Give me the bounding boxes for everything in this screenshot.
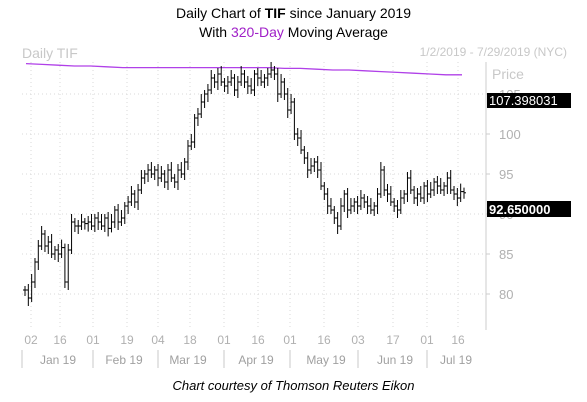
chart-date-range: 1/2/2019 - 7/29/2019 (NYC) xyxy=(419,45,567,59)
x-day-tick-label: 18 xyxy=(183,333,197,347)
x-month-label: Jun 19 xyxy=(377,353,413,367)
chart-title: Daily Chart of TIF since January 2019 Wi… xyxy=(0,4,587,42)
subtitle-ma-period: 320-Day xyxy=(230,24,284,40)
subtitle-suffix: Moving Average xyxy=(287,24,388,40)
x-day-tick-label: 01 xyxy=(283,333,297,347)
y-tick-label: 100 xyxy=(499,127,521,142)
price-value-box xyxy=(487,201,571,217)
title-line-2: With 320-Day Moving Average xyxy=(0,23,587,42)
y-tick-label: 95 xyxy=(499,167,513,182)
x-day-tick-label: 17 xyxy=(386,333,400,347)
x-month-label: Jan 19 xyxy=(40,353,76,367)
price-value-label: 92.650000 xyxy=(489,202,550,217)
y-tick-label: 80 xyxy=(499,287,513,302)
x-month-label: Mar 19 xyxy=(169,353,207,367)
x-day-tick-label: 04 xyxy=(151,333,165,347)
x-day-tick-label: 16 xyxy=(317,333,331,347)
y-tick-label: 85 xyxy=(499,247,513,262)
x-day-tick-label: 01 xyxy=(217,333,231,347)
x-day-tick-label: 16 xyxy=(53,333,67,347)
title-ticker: TIF xyxy=(264,5,286,21)
x-day-tick-label: 01 xyxy=(86,333,100,347)
x-month-label: Apr 19 xyxy=(238,353,274,367)
chart-credit: Chart courtesy of Thomson Reuters Eikon xyxy=(172,378,415,393)
x-day-tick-label: 19 xyxy=(120,333,134,347)
x-day-tick-label: 16 xyxy=(451,333,465,347)
x-month-label: May 19 xyxy=(306,353,346,367)
x-month-label: Feb 19 xyxy=(105,353,143,367)
title-prefix: Daily Chart of xyxy=(175,5,261,21)
ma-value-label: 107.398031 xyxy=(489,93,558,108)
chart-series-label: Daily TIF xyxy=(22,45,78,61)
x-day-tick-label: 02 xyxy=(24,333,38,347)
price-axis-label: Price xyxy=(492,66,524,82)
x-day-tick-label: 01 xyxy=(420,333,434,347)
ma-value-box xyxy=(487,93,571,108)
x-day-tick-label: 03 xyxy=(351,333,365,347)
subtitle-prefix: With xyxy=(199,24,228,40)
x-month-label: Jul 19 xyxy=(440,353,472,367)
moving-average-line xyxy=(25,62,462,76)
x-day-tick-label: 16 xyxy=(251,333,265,347)
title-line-1: Daily Chart of TIF since January 2019 xyxy=(0,4,587,23)
title-suffix: since January 2019 xyxy=(289,5,411,21)
